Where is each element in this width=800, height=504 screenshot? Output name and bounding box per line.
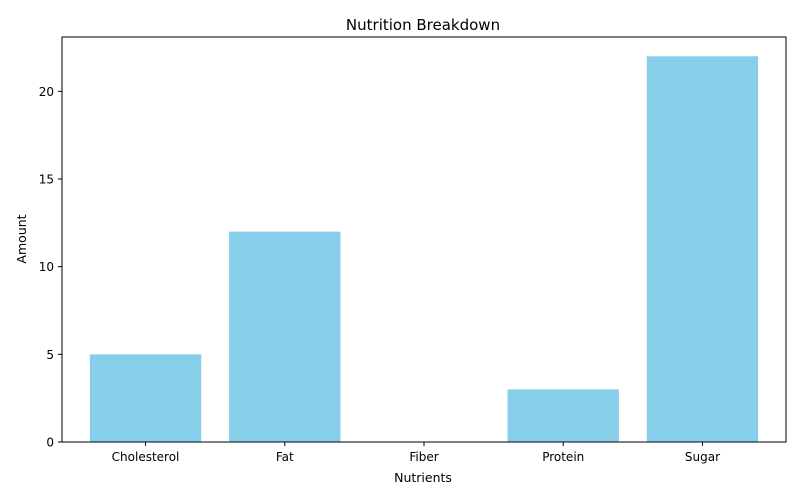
bar-sugar [646, 56, 759, 442]
x-tick-label: Fat [276, 450, 294, 464]
y-tick-label: 20 [39, 85, 54, 99]
bar-cholesterol [89, 354, 202, 442]
x-axis-label: Nutrients [394, 470, 452, 485]
bar-protein [507, 389, 619, 442]
x-tick-label: Protein [542, 450, 584, 464]
y-tick-label: 10 [39, 260, 54, 274]
plot-frame [61, 36, 787, 443]
y-tick-label: 15 [39, 173, 54, 187]
y-tick-label: 0 [46, 436, 54, 450]
y-axis-label: Amount [14, 214, 29, 263]
chart-title: Nutrition Breakdown [346, 16, 500, 34]
x-tick-label: Fiber [409, 450, 438, 464]
x-tick-label: Sugar [685, 450, 720, 464]
plot-area: Cholesterol Fat Fiber Protein Sugar 0 5 10 15 20 [39, 36, 787, 464]
bar-fat [229, 231, 341, 442]
x-tick-label: Cholesterol [112, 450, 180, 464]
y-tick-label: 5 [46, 348, 54, 362]
